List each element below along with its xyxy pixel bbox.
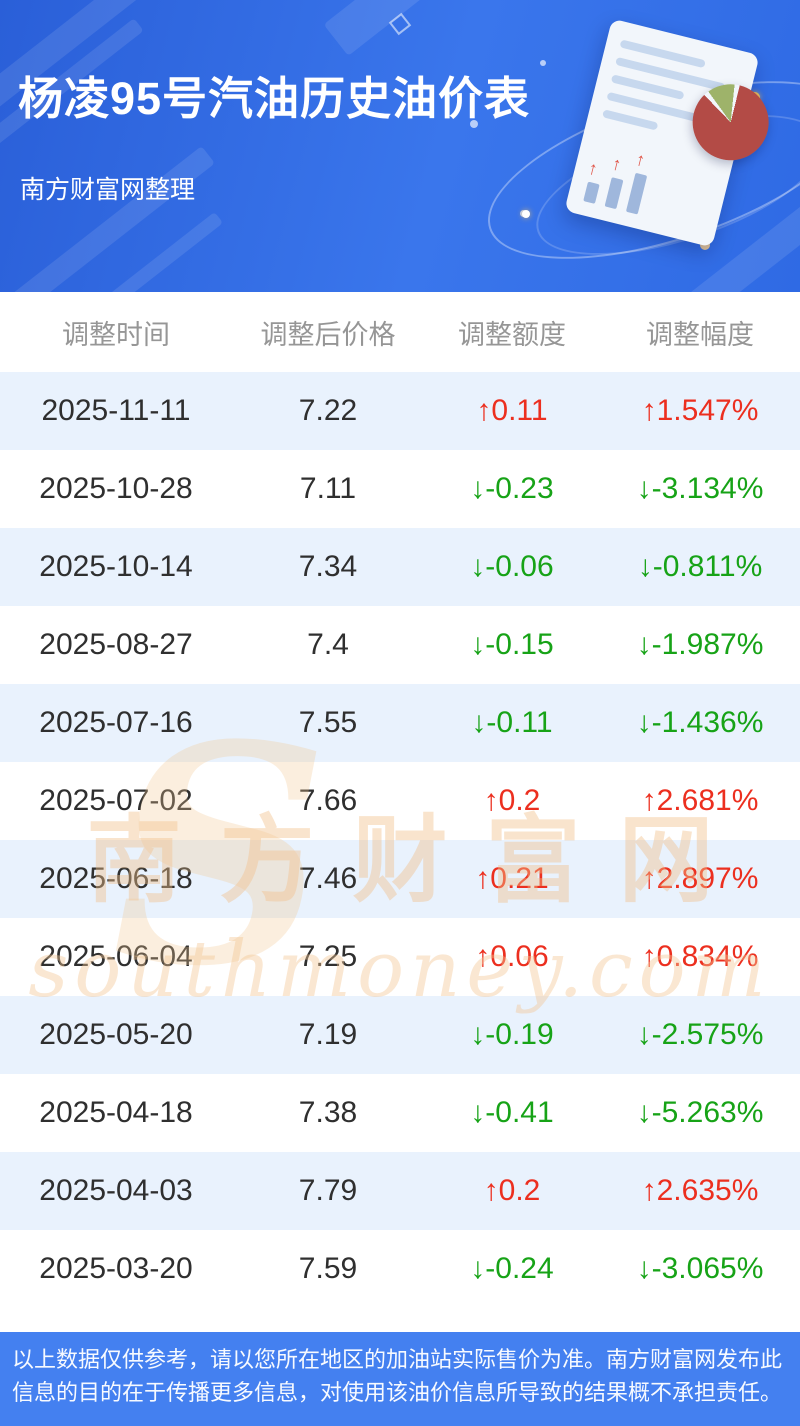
column-header-price: 调整后价格 bbox=[260, 319, 396, 350]
cell-percent: ↓-3.065% bbox=[636, 1252, 764, 1285]
column-header-percent: 调整幅度 bbox=[646, 319, 754, 350]
table-row: 2025-07-02 7.66 ↑0.2 ↑2.681% bbox=[0, 762, 800, 840]
cell-change: ↑0.06 bbox=[475, 940, 549, 973]
table-row: 2025-07-16 7.55 ↓-0.11 ↓-1.436% bbox=[0, 684, 800, 762]
price-table: 调整时间 调整后价格 调整额度 调整幅度 2025-11-11 7.22 ↑0.11… bbox=[0, 292, 800, 1308]
cell-percent: ↓-3.134% bbox=[636, 472, 764, 505]
cell-date: 2025-07-16 bbox=[39, 706, 193, 739]
cell-change: ↑0.21 bbox=[475, 862, 549, 895]
document-chart-illustration: ↑ ↑ ↑ bbox=[467, 0, 800, 292]
cell-change: ↓-0.23 bbox=[470, 472, 554, 505]
cell-date: 2025-06-18 bbox=[39, 862, 193, 895]
table-row: 2025-04-03 7.79 ↑0.2 ↑2.635% bbox=[0, 1152, 800, 1230]
page-header: ↑ ↑ ↑ 杨凌95号汽油历史油价表 南方财富网整理 bbox=[0, 0, 800, 292]
up-arrow-icon: ↑ bbox=[633, 148, 648, 171]
diagonal-stripe-decoration bbox=[0, 145, 215, 292]
cell-percent: ↑2.681% bbox=[641, 784, 759, 817]
cell-date: 2025-07-02 bbox=[39, 784, 193, 817]
cell-change: ↑0.2 bbox=[483, 784, 541, 817]
cell-date: 2025-05-20 bbox=[39, 1018, 193, 1051]
column-header-change: 调整额度 bbox=[458, 319, 566, 350]
cell-date: 2025-08-27 bbox=[39, 628, 193, 661]
cell-change: ↑0.2 bbox=[483, 1174, 541, 1207]
table-row: 2025-11-11 7.22 ↑0.11 ↑1.547% bbox=[0, 372, 800, 450]
bar: ↑ bbox=[583, 158, 600, 204]
column-header-date: 调整时间 bbox=[62, 319, 170, 350]
page-subtitle: 南方财富网整理 bbox=[20, 176, 196, 204]
up-arrow-icon: ↑ bbox=[609, 153, 624, 175]
cell-change: ↓-0.19 bbox=[470, 1018, 554, 1051]
cell-percent: ↑2.897% bbox=[641, 862, 759, 895]
orbit-dot-decoration bbox=[522, 210, 530, 218]
cell-price: 7.79 bbox=[298, 1174, 358, 1207]
cell-change: ↑0.11 bbox=[476, 394, 548, 427]
table-row: 2025-10-28 7.11 ↓-0.23 ↓-3.134% bbox=[0, 450, 800, 528]
cell-price: 7.25 bbox=[298, 940, 358, 973]
table-row: 2025-04-18 7.38 ↓-0.41 ↓-5.263% bbox=[0, 1074, 800, 1152]
cell-percent: ↓-0.811% bbox=[637, 550, 763, 583]
cell-date: 2025-06-04 bbox=[39, 940, 193, 973]
cell-price: 7.34 bbox=[298, 550, 358, 583]
cell-price: 7.4 bbox=[307, 628, 349, 661]
cell-price: 7.55 bbox=[298, 706, 358, 739]
cell-date: 2025-04-18 bbox=[39, 1096, 193, 1129]
table-row: 2025-08-27 7.4 ↓-0.15 ↓-1.987% bbox=[0, 606, 800, 684]
cell-price: 7.59 bbox=[298, 1252, 358, 1285]
cell-change: ↓-0.11 bbox=[471, 706, 553, 739]
cell-date: 2025-04-03 bbox=[39, 1174, 193, 1207]
table-row: 2025-03-20 7.59 ↓-0.24 ↓-3.065% bbox=[0, 1230, 800, 1308]
table-row: 2025-10-14 7.34 ↓-0.06 ↓-0.811% bbox=[0, 528, 800, 606]
bar: ↑ bbox=[604, 153, 624, 210]
cell-change: ↓-0.41 bbox=[470, 1096, 554, 1129]
table-row: 2025-06-04 7.25 ↑0.06 ↑0.834% bbox=[0, 918, 800, 996]
disclaimer-text: 以上数据仅供参考，请以您所在地区的加油站实际售价为准。南方财富网发布此信息的目的… bbox=[12, 1347, 783, 1405]
cell-price: 7.66 bbox=[298, 784, 358, 817]
table-row: 2025-06-18 7.46 ↑0.21 ↑2.897% bbox=[0, 840, 800, 918]
cell-percent: ↑0.834% bbox=[641, 940, 759, 973]
cell-price: 7.11 bbox=[299, 472, 357, 505]
cell-percent: ↓-2.575% bbox=[636, 1018, 764, 1051]
cell-date: 2025-03-20 bbox=[39, 1252, 193, 1285]
page-title: 杨凌95号汽油历史油价表 bbox=[18, 73, 531, 124]
cell-price: 7.22 bbox=[298, 394, 358, 427]
table-header-row: 调整时间 调整后价格 调整额度 调整幅度 bbox=[0, 292, 800, 372]
cell-percent: ↑1.547% bbox=[641, 394, 759, 427]
cell-price: 7.19 bbox=[298, 1018, 358, 1051]
cell-date: 2025-10-14 bbox=[39, 550, 193, 583]
cell-price: 7.46 bbox=[298, 862, 358, 895]
dot-decoration bbox=[470, 120, 478, 128]
price-table-body: 2025-11-11 7.22 ↑0.11 ↑1.547% 2025-10-28 7.11… bbox=[0, 372, 800, 1308]
cell-price: 7.38 bbox=[298, 1096, 358, 1129]
cell-date: 2025-11-11 bbox=[41, 394, 191, 427]
cell-percent: ↓-1.987% bbox=[636, 628, 764, 661]
cell-percent: ↑2.635% bbox=[641, 1174, 759, 1207]
paper-text-line bbox=[602, 109, 659, 131]
cell-percent: ↓-5.263% bbox=[636, 1096, 764, 1129]
cell-change: ↓-0.06 bbox=[470, 550, 554, 583]
table-row: 2025-05-20 7.19 ↓-0.19 ↓-2.575% bbox=[0, 996, 800, 1074]
disclaimer-footer: 以上数据仅供参考，请以您所在地区的加油站实际售价为准。南方财富网发布此信息的目的… bbox=[0, 1332, 800, 1426]
up-arrow-icon: ↑ bbox=[586, 157, 600, 180]
cell-change: ↓-0.24 bbox=[470, 1252, 554, 1285]
bar-chart-icon: ↑ ↑ ↑ bbox=[583, 149, 648, 215]
bar: ↑ bbox=[625, 149, 648, 215]
cell-percent: ↓-1.436% bbox=[636, 706, 764, 739]
cell-change: ↓-0.15 bbox=[470, 628, 554, 661]
dot-decoration bbox=[540, 60, 546, 66]
cell-date: 2025-10-28 bbox=[39, 472, 193, 505]
